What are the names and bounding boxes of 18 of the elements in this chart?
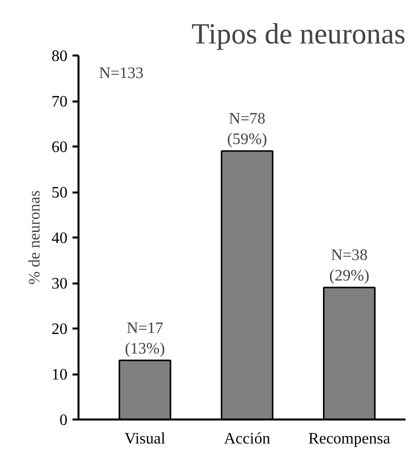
y-tick-label: 50: [52, 184, 68, 202]
y-axis-title: % de neuronas: [26, 190, 44, 285]
y-tick-label: 40: [52, 230, 68, 247]
y-tick-label: 70: [52, 94, 68, 110]
y-tick-label: 80: [52, 48, 68, 65]
data-label: N=17 (13%): [124, 320, 165, 358]
chart-title: Tipos de neuronas: [192, 18, 406, 50]
x-tick-label: Recompensa: [308, 430, 390, 448]
y-tick-label: 0: [60, 412, 68, 429]
x-tick-label: Acción: [224, 430, 270, 448]
annotation: N=133: [98, 65, 144, 82]
data-label: N=78 (59%): [227, 110, 268, 148]
x-tick-label: Visual: [124, 430, 166, 448]
y-tick-label: 60: [52, 139, 68, 156]
y-tick-label: 10: [52, 366, 68, 384]
data-label: N=38 (29%): [329, 247, 370, 285]
y-tick-label: 30: [52, 276, 68, 292]
y-tick-label: 20: [52, 321, 68, 338]
